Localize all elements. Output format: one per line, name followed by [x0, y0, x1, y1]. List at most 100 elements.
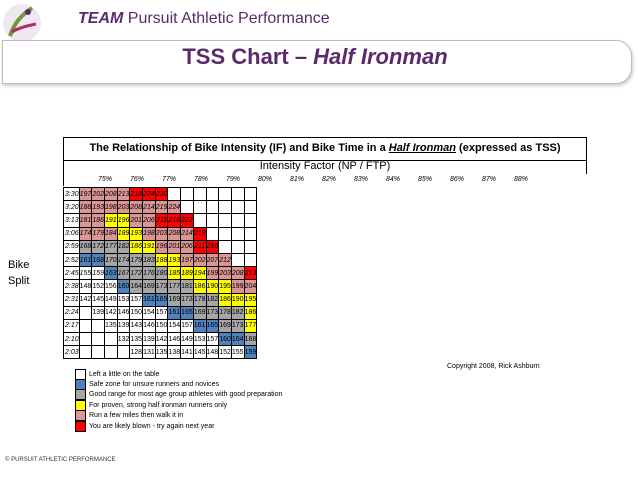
- if-column-header: 75%: [97, 176, 112, 183]
- tss-cell: 199: [205, 266, 220, 281]
- tss-cell: 201: [129, 213, 144, 228]
- table-row: 2:38 148 152 156 160 164 169 173 177 181 186 190 195…: [63, 279, 258, 294]
- tss-cell: [243, 213, 258, 228]
- tss-cell: [230, 213, 245, 228]
- copyright-note: Copyright 2008, Rick Ashburn: [447, 363, 540, 370]
- bike-split-time: 2:52: [63, 252, 80, 268]
- tss-cell: 165: [180, 305, 194, 320]
- legend-item: For proven, strong half ironman runners …: [75, 399, 282, 411]
- table-row: 2:31 142 145 149 153 157 161 165 169 173 178 182 186…: [63, 292, 258, 307]
- tss-cell: 216: [167, 213, 182, 228]
- bike-split-label: Bike Split: [8, 259, 30, 287]
- tss-cell: 186: [129, 239, 144, 254]
- bike-split-time: 2:45: [63, 266, 80, 281]
- bike-split-time: 3:13: [63, 213, 80, 228]
- legend-item: Run a few miles then walk it in: [75, 410, 282, 422]
- tss-cell: 148: [205, 345, 220, 360]
- tss-cell: 177: [243, 318, 258, 334]
- tss-cell: 149: [104, 292, 118, 307]
- tss-cell: 197: [180, 252, 194, 268]
- tss-cell: 208: [230, 266, 245, 281]
- tss-cell: 139: [91, 305, 105, 320]
- tss-cell: 188: [78, 200, 93, 215]
- tss-cell: 154: [167, 318, 182, 334]
- if-column-header: 83%: [353, 176, 368, 183]
- tss-cell: 222: [180, 213, 194, 228]
- tss-cell: 224: [142, 186, 156, 202]
- tss-cell: 193: [167, 252, 182, 268]
- table-heading: The Relationship of Bike Intensity (IF) …: [63, 137, 587, 161]
- tss-cell: [218, 226, 232, 241]
- tss-cell: 195: [243, 292, 258, 307]
- tss-cell: 186: [243, 305, 258, 320]
- tss-cell: 161: [78, 252, 93, 268]
- tss-cell: 174: [78, 226, 93, 241]
- bike-split-time: 2:10: [63, 332, 80, 347]
- table-row: 2:59 168 172 177 182 186 191 196 201 206 211 216: [63, 239, 258, 254]
- tss-cell: 197: [78, 186, 93, 202]
- bike-split-time: 2:59: [63, 239, 80, 254]
- tss-cell: 157: [205, 332, 220, 347]
- tss-cell: 172: [129, 266, 144, 281]
- bike-split-time: 3:06: [63, 226, 80, 241]
- legend-label: Left a little on the table: [89, 370, 160, 378]
- tss-cell: 196: [154, 239, 169, 254]
- tss-cell: 169: [167, 292, 182, 307]
- legend-label: For proven, strong half ironman runners …: [89, 401, 228, 409]
- tss-cell: 135: [154, 345, 169, 360]
- tss-cell: [243, 239, 258, 254]
- tss-cell: 213: [116, 186, 131, 202]
- tss-cell: [218, 239, 232, 254]
- tss-cell: 168: [78, 239, 93, 254]
- tss-cell: 172: [91, 239, 105, 254]
- tss-cell: [218, 186, 232, 202]
- tss-cell: [218, 213, 232, 228]
- tss-cell: 190: [230, 292, 245, 307]
- tss-cell: 202: [192, 252, 207, 268]
- tss-cell: 219: [154, 200, 169, 215]
- tss-cell: 191: [104, 213, 118, 228]
- tss-cell: 169: [192, 305, 207, 320]
- tss-cell: [91, 318, 105, 334]
- tss-cell: 193: [129, 226, 144, 241]
- tss-cell: [104, 345, 118, 360]
- tss-cell: [230, 226, 245, 241]
- tss-cell: 142: [104, 305, 118, 320]
- tss-cell: 182: [205, 292, 220, 307]
- tss-cell: 218: [129, 186, 144, 202]
- tss-cell: [230, 200, 245, 215]
- tss-cell: 177: [167, 279, 182, 294]
- table-row: 2:03 128 131 135 138 141 145 148 152 155 159: [63, 345, 258, 360]
- table-row: 2:17 135 139 143 146 150 154 157 161 165 169 173 177: [63, 318, 258, 334]
- tss-cell: 195: [218, 279, 232, 294]
- legend-label: Good range for most age group athletes w…: [89, 391, 283, 399]
- tss-cell: 191: [142, 239, 156, 254]
- tss-cell: 132: [116, 332, 131, 347]
- if-header-blank: [64, 174, 89, 186]
- tss-cell: 138: [167, 345, 182, 360]
- table-row: 2:24 139 142 146 150 154 157 161 165 169 173 178 182…: [63, 305, 258, 320]
- if-column-header: 85%: [417, 176, 432, 183]
- tss-cell: 165: [205, 318, 220, 334]
- tss-cell: 157: [129, 292, 144, 307]
- table-row: 3:30 197 202 208 213 218 224 230: [63, 186, 258, 202]
- tss-cell: 146: [142, 318, 156, 334]
- legend-swatch: [75, 410, 86, 422]
- tss-cell: 208: [167, 226, 182, 241]
- tss-cell: 179: [129, 252, 144, 268]
- tss-cell: 163: [104, 266, 118, 281]
- tss-cell: 176: [142, 266, 156, 281]
- tss-cell: [243, 186, 258, 202]
- table-row: 2:10 132 135 139 142 146 149 153 157 160 164 168: [63, 332, 258, 347]
- tss-cell: 165: [154, 292, 169, 307]
- tss-cell: 181: [180, 279, 194, 294]
- tss-cell: 194: [192, 266, 207, 281]
- tss-cell: 193: [91, 200, 105, 215]
- if-column-header: 80%: [257, 176, 272, 183]
- tss-cell: 206: [142, 213, 156, 228]
- tss-cell: 155: [78, 266, 93, 281]
- bike-split-time: 3:30: [63, 186, 80, 202]
- tss-cell: 180: [154, 266, 169, 281]
- tss-cell: 135: [104, 318, 118, 334]
- tss-cell: 157: [154, 305, 169, 320]
